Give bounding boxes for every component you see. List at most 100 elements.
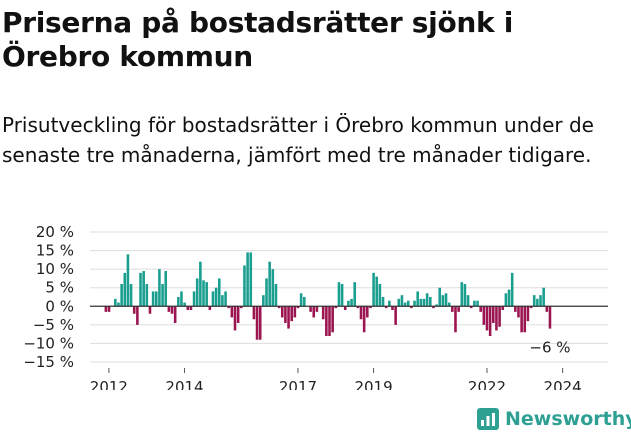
bar [240,306,243,309]
bar [284,306,287,323]
bar [429,297,432,307]
bar [158,269,161,307]
bar [293,306,297,318]
bar [362,306,366,333]
bar [151,291,155,307]
bar [205,282,208,307]
bar [495,306,498,331]
bar [230,306,234,318]
bar [356,306,360,309]
bar [359,306,363,320]
bar [548,306,552,329]
bar [466,295,470,307]
bar [255,306,259,340]
bar [161,284,164,307]
bar [246,252,249,307]
bar [545,306,549,312]
bar [520,306,523,333]
bar [451,306,454,312]
bar [517,306,520,318]
bar [422,298,426,307]
bar [154,291,158,307]
bar [381,297,385,307]
bar [262,295,265,307]
bar [199,261,202,307]
bar [432,306,435,309]
bar [340,284,344,307]
bar [107,306,111,312]
y-tick-label: 10 % [36,260,74,278]
bar [384,306,388,309]
bar [177,297,180,307]
bar [394,306,397,325]
chart-subtitle: Prisutveckling för bostadsrätter i Örebr… [2,113,594,167]
x-tick-label: 2012 [90,378,128,390]
bar [170,306,174,314]
bar [413,300,416,307]
y-tick-label: −15 % [23,353,74,371]
x-tick-label: 2019 [354,378,392,390]
bar [447,302,451,307]
y-tick-label: 20 % [36,223,74,241]
bar [180,291,183,307]
bar [183,302,186,307]
bar [274,284,278,307]
bar [173,306,177,323]
bar [488,306,492,336]
bar [287,306,290,329]
bar [378,284,382,307]
newsworthy-logo: Newsworthy [477,408,631,430]
bar [233,306,237,331]
bar [507,289,511,307]
bar [312,306,316,318]
bar [145,284,149,307]
bar [369,306,372,309]
bar [539,295,542,307]
bar [485,306,489,331]
bar [309,306,312,312]
bar [290,306,293,322]
bar [139,272,142,307]
bar [136,306,139,325]
bar [268,261,271,307]
bar [142,271,145,307]
bar [532,295,536,307]
brand-name: Newsworthy [505,408,631,430]
bar [536,298,539,307]
bar [438,287,442,307]
bar [117,302,120,307]
bar [331,306,334,333]
bar [277,306,281,309]
bar [482,306,486,325]
bar [211,291,215,307]
bar [214,287,218,307]
y-tick-label: −5 % [33,316,74,334]
bar [321,306,325,320]
bar-chart: 20 %15 %10 %5 %0 %−5 %−10 %−15 % 2012 2014… [23,223,608,390]
bar [473,300,476,307]
bar [303,297,306,307]
bar [504,293,508,307]
bar [444,293,448,307]
bar [265,278,268,307]
bar [186,306,190,310]
y-tick-label: 5 % [45,279,74,297]
bar [454,306,457,333]
bar [189,306,193,310]
bar [501,306,505,310]
bar [476,300,479,307]
bar [296,306,300,309]
bar [435,304,438,307]
bar [221,295,224,307]
bar [441,295,445,307]
x-tick-label: 2017 [279,378,317,390]
bar [129,284,133,307]
bar [208,306,212,310]
bar [542,287,545,307]
y-tick-label: 0 % [45,297,74,315]
bar [388,300,391,307]
bar [167,306,171,312]
bar [347,300,350,307]
bar [243,265,246,307]
bar [343,306,347,310]
